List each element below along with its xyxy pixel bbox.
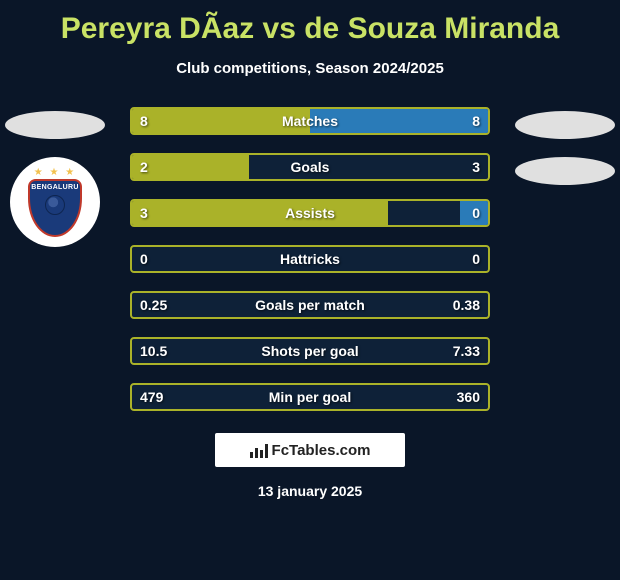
stat-value-right: 0 <box>472 205 480 221</box>
stat-value-right: 7.33 <box>453 343 480 359</box>
stat-value-right: 8 <box>472 113 480 129</box>
stat-value-right: 3 <box>472 159 480 175</box>
brand-label: FcTables.com <box>272 442 371 459</box>
stat-row: 0 0 Hattricks <box>130 245 490 273</box>
stat-value-left: 8 <box>140 113 148 129</box>
stat-value-right: 0.38 <box>453 297 480 313</box>
stat-value-left: 3 <box>140 205 148 221</box>
root: Pereyra DÃ­az vs de Souza Miranda Club c… <box>0 0 620 580</box>
star-icon: ★ ★ ★ <box>34 167 76 178</box>
right-side-column <box>510 107 620 185</box>
stat-value-right: 360 <box>457 389 480 405</box>
ball-icon <box>45 195 65 215</box>
club-name-label: BENGALURU <box>31 184 78 191</box>
stat-value-left: 2 <box>140 159 148 175</box>
stat-row: 2 3 Goals <box>130 153 490 181</box>
main-row: ★ ★ ★ BENGALURU 8 8 Matches 2 3 Goals 3 0 Assist… <box>0 107 620 411</box>
right-club-placeholder <box>515 157 615 185</box>
left-side-column: ★ ★ ★ BENGALURU <box>0 107 110 247</box>
bar-left <box>132 155 249 179</box>
left-club-badge: ★ ★ ★ BENGALURU <box>10 157 100 247</box>
stat-label: Shots per goal <box>261 343 358 359</box>
stat-label: Goals <box>291 159 330 175</box>
stat-value-left: 479 <box>140 389 163 405</box>
stats-column: 8 8 Matches 2 3 Goals 3 0 Assists 0 0 Hattricks 0.25… <box>110 107 510 411</box>
stat-value-left: 0 <box>140 251 148 267</box>
brand-box: FcTables.com <box>215 433 405 467</box>
stat-label: Matches <box>282 113 338 129</box>
stat-value-right: 0 <box>472 251 480 267</box>
page-title: Pereyra DÃ­az vs de Souza Miranda <box>61 12 560 46</box>
stat-row: 0.25 0.38 Goals per match <box>130 291 490 319</box>
shield-icon: BENGALURU <box>28 179 82 237</box>
stat-row: 8 8 Matches <box>130 107 490 135</box>
stat-label: Goals per match <box>255 297 365 313</box>
stat-row: 479 360 Min per goal <box>130 383 490 411</box>
left-flag-placeholder <box>5 111 105 139</box>
bar-left <box>132 201 388 225</box>
right-flag-placeholder <box>515 111 615 139</box>
stat-label: Assists <box>285 205 335 221</box>
stat-label: Hattricks <box>280 251 340 267</box>
stat-row: 3 0 Assists <box>130 199 490 227</box>
page-subtitle: Club competitions, Season 2024/2025 <box>176 60 444 77</box>
stat-row: 10.5 7.33 Shots per goal <box>130 337 490 365</box>
stat-label: Min per goal <box>269 389 351 405</box>
date-label: 13 january 2025 <box>258 483 362 499</box>
stat-value-left: 10.5 <box>140 343 167 359</box>
chart-icon <box>250 442 268 458</box>
stat-value-left: 0.25 <box>140 297 167 313</box>
